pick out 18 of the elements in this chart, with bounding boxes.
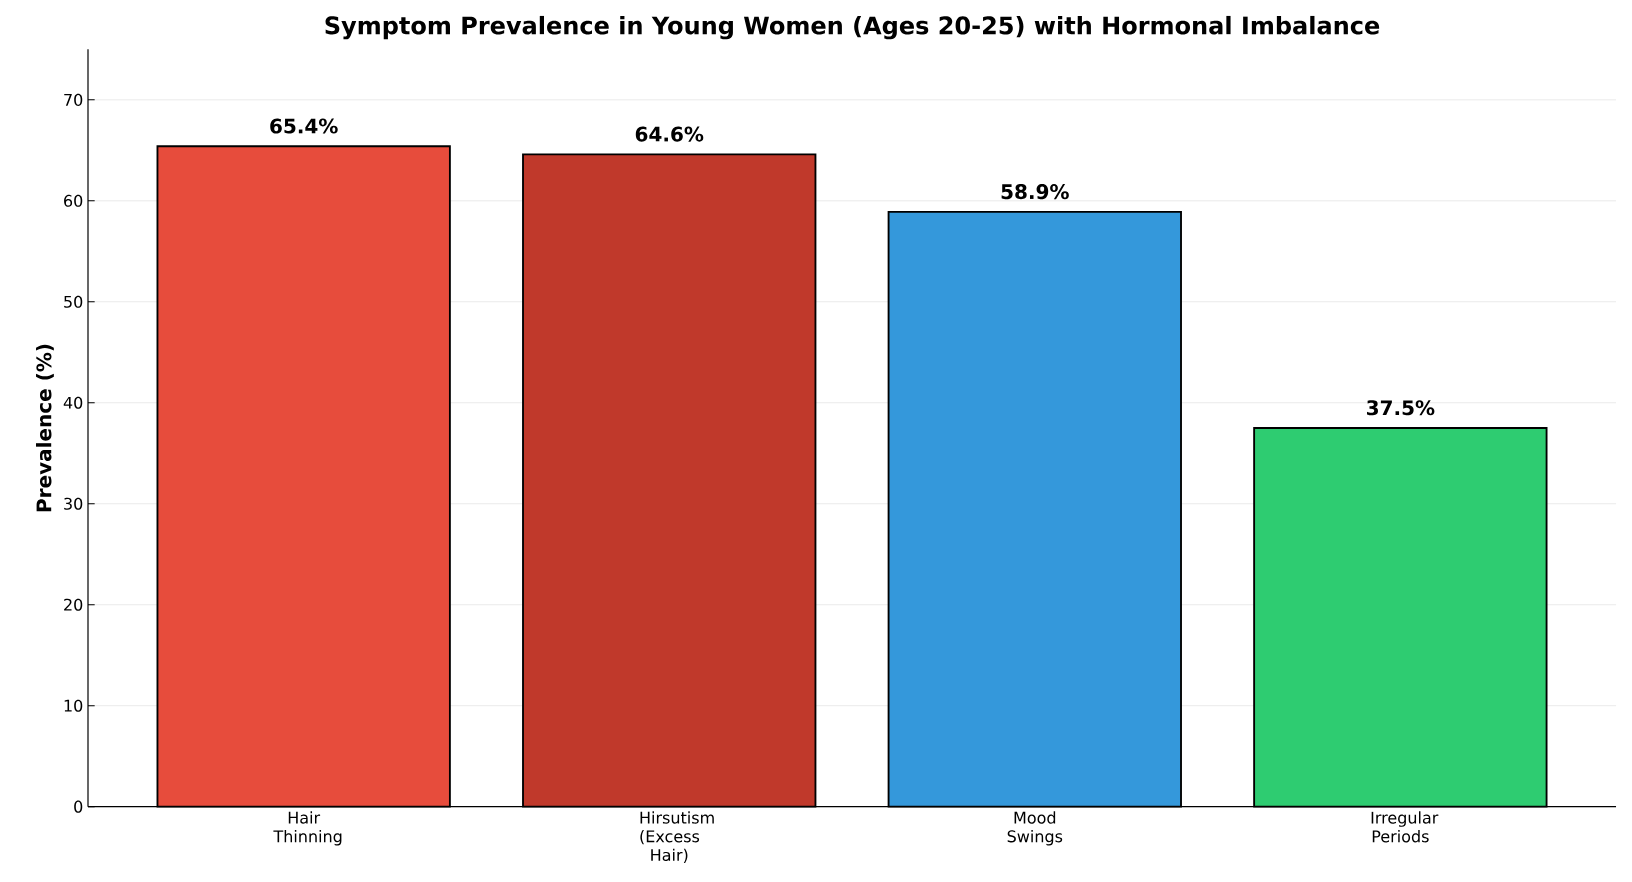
x-tick-label: Irregular Periods <box>1371 811 1439 843</box>
x-tick-label: Hair Thinning <box>273 811 342 846</box>
y-tick-label: 10 <box>64 699 83 712</box>
data-label: 65.4% <box>270 118 338 134</box>
y-tick-label: 50 <box>64 295 83 308</box>
data-label: 64.6% <box>635 126 704 142</box>
chart-title: Symptom Prevalence in Young Women (Ages 20-25) with Hormonal Imbalance <box>325 15 1380 40</box>
y-tick-label: 0 <box>74 800 83 813</box>
y-tick-label: 60 <box>64 194 83 207</box>
y-axis-title: Prevalence (%) <box>36 344 54 512</box>
x-tick-label: Mood Swings <box>1007 811 1063 846</box>
y-tick-label: 70 <box>64 93 83 106</box>
y-tick-label: 30 <box>64 497 83 510</box>
x-tick-label: Hirsutism (Excess Hair) <box>640 811 714 863</box>
y-tick-label: 40 <box>63 396 83 409</box>
data-label: 58.9% <box>1001 184 1069 200</box>
y-tick-label: 20 <box>64 598 83 611</box>
data-label: 37.5% <box>1366 400 1435 416</box>
